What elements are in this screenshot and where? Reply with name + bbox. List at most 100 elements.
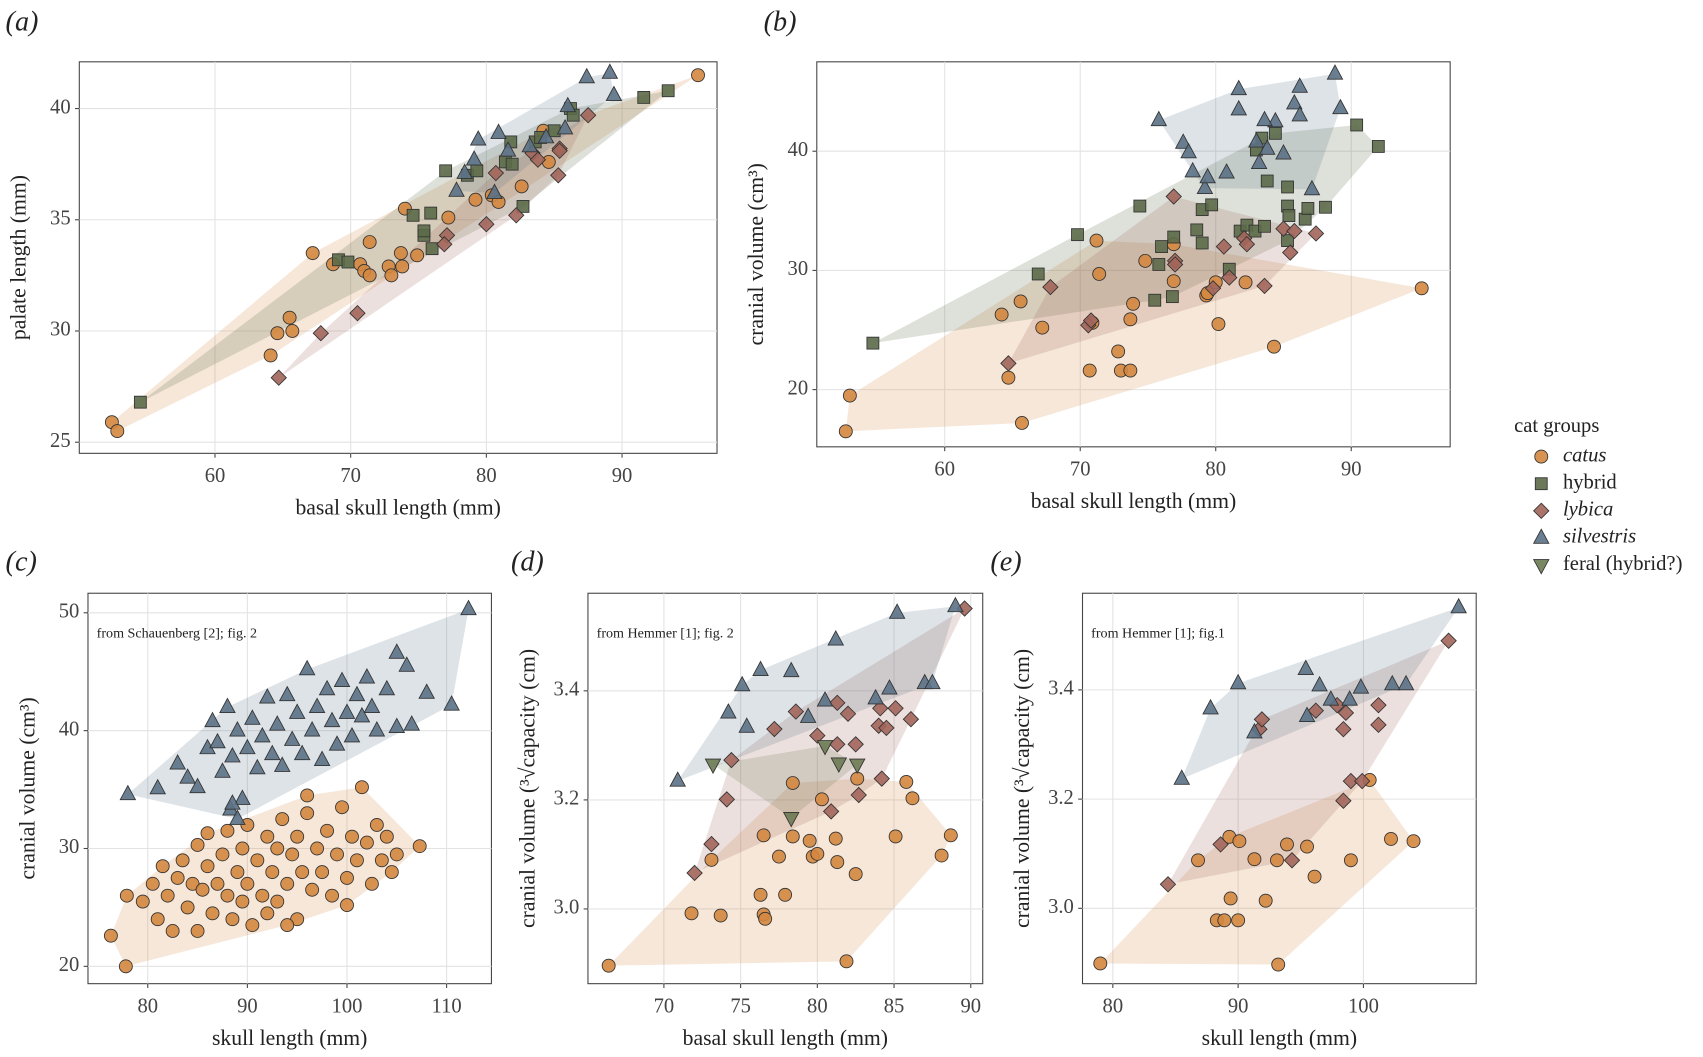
- x-tick-label: 70: [654, 995, 675, 1017]
- y-tick-label: 3.2: [554, 788, 580, 810]
- point: [465, 150, 483, 166]
- point: [778, 887, 793, 902]
- point: [224, 746, 241, 763]
- point: [395, 259, 410, 274]
- point: [341, 255, 355, 269]
- point: [119, 784, 137, 801]
- point: [888, 603, 906, 619]
- y-tick-label: 40: [59, 718, 80, 740]
- point: [320, 823, 335, 838]
- hull: [845, 240, 1422, 432]
- legend-marker: [1532, 559, 1550, 575]
- point: [1307, 225, 1325, 242]
- point: [1089, 233, 1104, 248]
- point: [384, 268, 399, 283]
- point: [374, 853, 389, 868]
- point: [943, 828, 958, 843]
- point: [300, 806, 315, 821]
- point: [273, 756, 291, 772]
- point: [280, 918, 295, 933]
- point: [270, 841, 285, 856]
- point: [809, 727, 826, 744]
- point: [785, 776, 800, 790]
- y-tick-label: 50: [59, 601, 80, 623]
- point: [1311, 675, 1328, 692]
- point: [1221, 269, 1238, 286]
- point: [1286, 93, 1303, 110]
- point: [220, 888, 235, 903]
- point: [179, 768, 196, 784]
- point: [418, 683, 436, 699]
- point: [1166, 274, 1181, 289]
- point: [1341, 690, 1358, 706]
- point: [328, 735, 346, 751]
- point: [1343, 853, 1358, 868]
- point: [1204, 280, 1222, 297]
- point: [1256, 277, 1273, 295]
- panel-label: (c): [6, 546, 37, 577]
- point: [816, 740, 834, 756]
- point: [1211, 317, 1226, 331]
- point: [389, 847, 404, 862]
- point: [1165, 188, 1182, 205]
- point: [830, 757, 848, 773]
- point: [403, 715, 421, 731]
- plot-area: [816, 61, 1451, 448]
- point: [1258, 219, 1271, 233]
- point: [169, 754, 186, 770]
- point: [1282, 209, 1296, 222]
- point: [263, 348, 278, 363]
- point: [1217, 913, 1232, 928]
- point: [359, 835, 374, 850]
- point: [333, 671, 351, 688]
- point: [541, 154, 556, 169]
- point: [393, 246, 408, 261]
- point: [756, 828, 771, 843]
- point: [170, 871, 185, 885]
- point: [229, 721, 246, 737]
- point: [315, 865, 330, 880]
- point: [165, 924, 180, 938]
- point: [1384, 832, 1398, 846]
- point: [1232, 834, 1247, 849]
- point: [816, 691, 834, 707]
- point: [1353, 772, 1371, 790]
- point: [1260, 174, 1274, 188]
- point: [888, 829, 903, 844]
- point: [103, 928, 118, 943]
- point: [878, 719, 895, 737]
- point: [723, 751, 740, 769]
- point: [253, 726, 271, 743]
- point: [828, 831, 843, 846]
- point: [325, 888, 339, 903]
- point: [234, 789, 251, 805]
- point: [1342, 772, 1360, 790]
- point: [478, 216, 495, 233]
- point: [388, 643, 406, 659]
- point: [384, 865, 399, 880]
- point: [1166, 256, 1184, 273]
- point: [368, 721, 386, 737]
- point: [214, 762, 231, 778]
- point: [1155, 240, 1168, 253]
- point: [902, 710, 920, 728]
- point: [224, 794, 241, 810]
- point: [872, 700, 889, 717]
- point: [686, 864, 703, 882]
- hull: [677, 606, 956, 781]
- point: [516, 200, 530, 213]
- point: [842, 388, 857, 403]
- point: [288, 703, 306, 719]
- y-tick-label: 35: [50, 207, 71, 229]
- point: [348, 685, 366, 702]
- point: [263, 744, 281, 761]
- point: [1282, 244, 1299, 261]
- point: [799, 707, 817, 723]
- point: [338, 703, 356, 719]
- legend-marker: [1532, 528, 1550, 544]
- y-axis-label: cranial volume (³√capacity (cm): [515, 649, 539, 928]
- point: [412, 839, 427, 854]
- point: [1397, 674, 1415, 691]
- point: [1298, 706, 1316, 722]
- y-tick-label: 25: [50, 430, 71, 452]
